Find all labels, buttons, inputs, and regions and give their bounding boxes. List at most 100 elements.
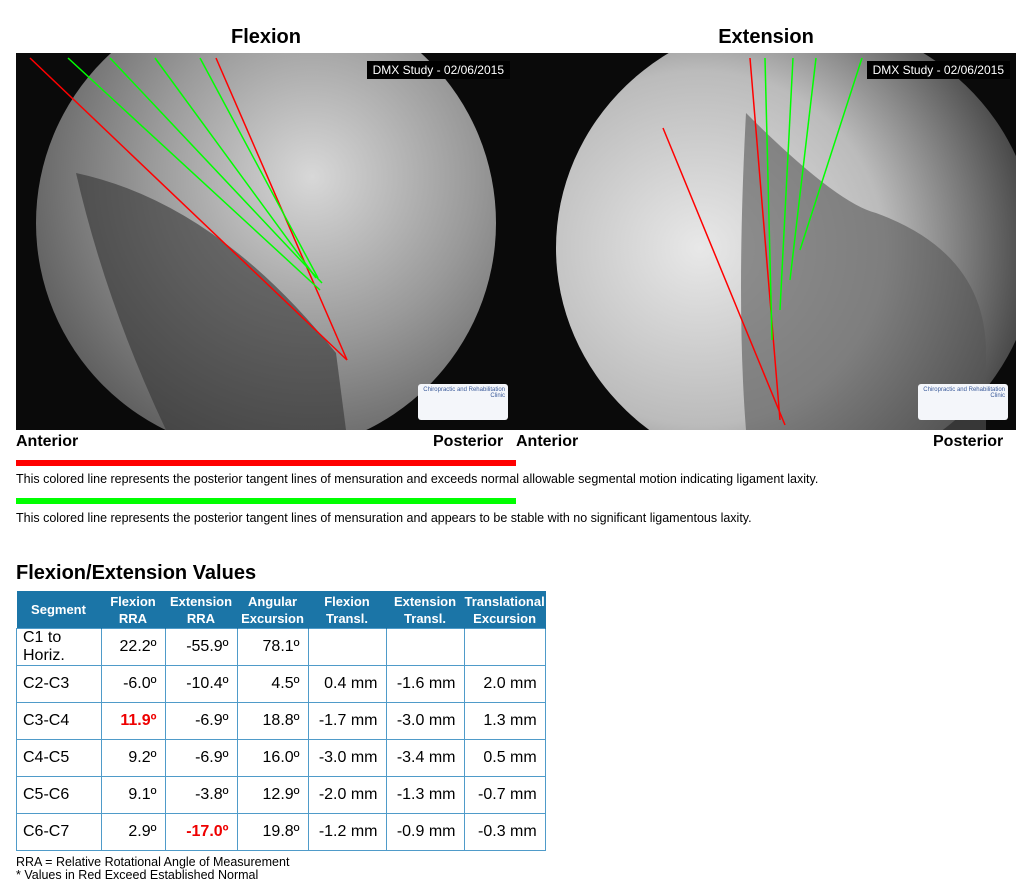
column-header: Translational Excursion xyxy=(464,591,546,629)
table-row: C3-C4 11.9º -6.9º 18.8º -1.7 mm -3.0 mm 1.3 mm xyxy=(16,702,546,740)
value-cell: 11.9º xyxy=(100,702,166,740)
value-cell: 2.0 mm xyxy=(463,665,546,703)
value-cell: 1.3 mm xyxy=(463,702,546,740)
value-cell: -6.9º xyxy=(164,739,238,777)
value-cell: 0.4 mm xyxy=(307,665,387,703)
value-cell: 18.8º xyxy=(236,702,309,740)
green-tangent-line xyxy=(109,57,323,284)
column-header-text: Excursion xyxy=(473,610,537,626)
column-header-text: Extension xyxy=(169,593,233,609)
value-cell: -1.6 mm xyxy=(385,665,465,703)
column-header: Extension Transl. xyxy=(386,591,465,629)
value-cell: 78.1º xyxy=(236,628,309,666)
flexion-title: Flexion xyxy=(230,26,301,48)
red-tangent-line xyxy=(29,57,348,361)
column-header: Segment xyxy=(16,591,102,629)
flexion-xray: DMX Study - 02/06/2015 Chiropractic and … xyxy=(16,53,516,430)
value-cell xyxy=(463,628,546,666)
value-cell: -17.0º xyxy=(164,813,238,851)
study-stamp: DMX Study - 02/06/2015 xyxy=(866,61,1010,79)
value-cell: -3.4 mm xyxy=(385,739,465,777)
value-cell: -3.0 mm xyxy=(307,739,387,777)
column-header-text: Angular xyxy=(247,593,298,609)
footnote-rra: RRA = Relative Rotational Angle of Measu… xyxy=(16,855,290,869)
clinic-logo: Chiropractic and Rehabilitation Clinic xyxy=(418,384,508,420)
value-cell: 12.9º xyxy=(236,776,309,814)
table-title: Flexion/Extension Values xyxy=(16,562,257,584)
value-cell: 22.2º xyxy=(100,628,166,666)
value-cell xyxy=(385,628,465,666)
segment-cell: C2-C3 xyxy=(16,665,102,703)
flexion-posterior-label: Posterior xyxy=(433,433,504,450)
value-cell: -10.4º xyxy=(164,665,238,703)
column-header-text: Transl. xyxy=(404,610,446,626)
value-cell: -6.9º xyxy=(164,702,238,740)
green-legend-text: This colored line represents the posteri… xyxy=(16,511,752,525)
value-cell: 19.8º xyxy=(236,813,309,851)
segment-cell: C3-C4 xyxy=(16,702,102,740)
value-cell: -55.9º xyxy=(164,628,238,666)
value-cell: 2.9º xyxy=(100,813,166,851)
green-tangent-line xyxy=(199,57,319,279)
value-cell: -0.9 mm xyxy=(385,813,465,851)
table-row: C4-C5 9.2º -6.9º 16.0º -3.0 mm -3.4 mm 0.5 mm xyxy=(16,739,546,777)
value-cell: -0.7 mm xyxy=(463,776,546,814)
green-tangent-line xyxy=(789,57,817,281)
column-header-text: Flexion xyxy=(110,593,156,609)
flexion-anterior-label: Anterior xyxy=(16,433,79,450)
green-tangent-line xyxy=(764,57,773,341)
value-cell xyxy=(307,628,387,666)
red-legend-text: This colored line represents the posteri… xyxy=(16,472,819,486)
value-cell: 16.0º xyxy=(236,739,309,777)
column-header-text: Excursion xyxy=(241,610,304,626)
red-tangent-line xyxy=(662,127,786,426)
value-cell: 4.5º xyxy=(236,665,309,703)
column-header: Extension RRA xyxy=(165,591,238,629)
segment-cell: C1 to Horiz. xyxy=(16,628,102,666)
extension-posterior-label: Posterior xyxy=(933,433,1004,450)
study-stamp: DMX Study - 02/06/2015 xyxy=(366,61,510,79)
value-cell: -1.2 mm xyxy=(307,813,387,851)
value-cell: -0.3 mm xyxy=(463,813,546,851)
green-tangent-line xyxy=(67,57,321,291)
column-header-text: Transl. xyxy=(326,610,368,626)
value-cell: -3.8º xyxy=(164,776,238,814)
column-header: Flexion Transl. xyxy=(308,591,387,629)
table-row: C5-C6 9.1º -3.8º 12.9º -2.0 mm -1.3 mm -0.7 mm xyxy=(16,776,546,814)
green-tangent-line xyxy=(799,57,863,251)
values-table: Segment Flexion RRA Extension RRA Angular Excu… xyxy=(16,591,546,851)
value-cell: 9.2º xyxy=(100,739,166,777)
extension-title: Extension xyxy=(718,26,814,48)
extension-xray: DMX Study - 02/06/2015 Chiropractic and … xyxy=(516,53,1016,430)
table-row: C6-C7 2.9º -17.0º 19.8º -1.2 mm -0.9 mm -0.3 m… xyxy=(16,813,546,851)
extension-xray-image xyxy=(556,53,1016,430)
column-header-text: Translational xyxy=(464,593,545,609)
red-legend-bar xyxy=(16,460,516,466)
column-header: Angular Excursion xyxy=(237,591,309,629)
value-cell: -3.0 mm xyxy=(385,702,465,740)
table-row: C1 to Horiz. 22.2º -55.9º 78.1º xyxy=(16,628,546,666)
column-header-text: RRA xyxy=(186,610,216,626)
value-cell: 0.5 mm xyxy=(463,739,546,777)
column-header: Flexion RRA xyxy=(101,591,166,629)
green-legend-bar xyxy=(16,498,516,504)
column-header-text: Flexion xyxy=(324,593,370,609)
red-tangent-line xyxy=(749,57,781,421)
clinic-logo: Chiropractic and Rehabilitation Clinic xyxy=(918,384,1008,420)
segment-cell: C6-C7 xyxy=(16,813,102,851)
green-tangent-line xyxy=(779,57,794,311)
value-cell: 9.1º xyxy=(100,776,166,814)
value-cell: -6.0º xyxy=(100,665,166,703)
segment-cell: C5-C6 xyxy=(16,776,102,814)
value-cell: -1.7 mm xyxy=(307,702,387,740)
column-header-text: RRA xyxy=(118,610,148,626)
value-cell: -2.0 mm xyxy=(307,776,387,814)
green-tangent-line xyxy=(154,57,317,279)
extension-anterior-label: Anterior xyxy=(516,433,579,450)
flexion-xray-image xyxy=(29,53,496,430)
value-cell: -1.3 mm xyxy=(385,776,465,814)
segment-cell: C4-C5 xyxy=(16,739,102,777)
footnote-red: * Values in Red Exceed Established Norma… xyxy=(16,868,259,882)
column-header-text: Extension xyxy=(393,593,457,609)
column-header-text: Segment xyxy=(31,602,86,617)
